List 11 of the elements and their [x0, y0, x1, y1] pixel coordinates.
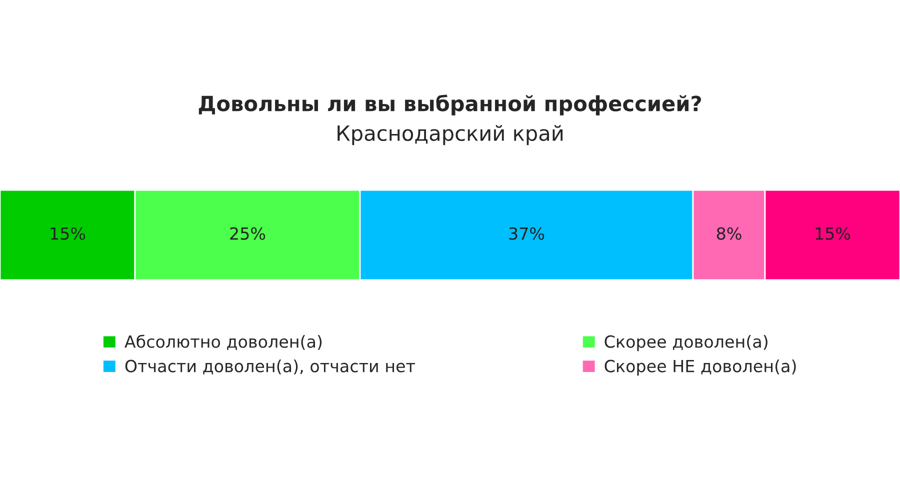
chart-subtitle: Краснодарский край — [338, 125, 563, 146]
legend-label: Скорее НЕ доволен(а) — [604, 359, 796, 376]
data-label: 37% — [509, 227, 544, 240]
legend-label: Скорее доволен(а) — [604, 335, 768, 352]
data-label: 15% — [816, 227, 850, 240]
data-label: 15% — [50, 227, 86, 240]
data-label: 8% — [716, 227, 742, 240]
data-label: 25% — [230, 227, 266, 240]
legend-label: Абсолютно доволен(а) — [124, 334, 322, 350]
legend-label: Отчасти доволен(а), отчасти нет — [125, 359, 416, 374]
chart-title: Довольны ли вы выбранной профессией? — [198, 94, 701, 116]
